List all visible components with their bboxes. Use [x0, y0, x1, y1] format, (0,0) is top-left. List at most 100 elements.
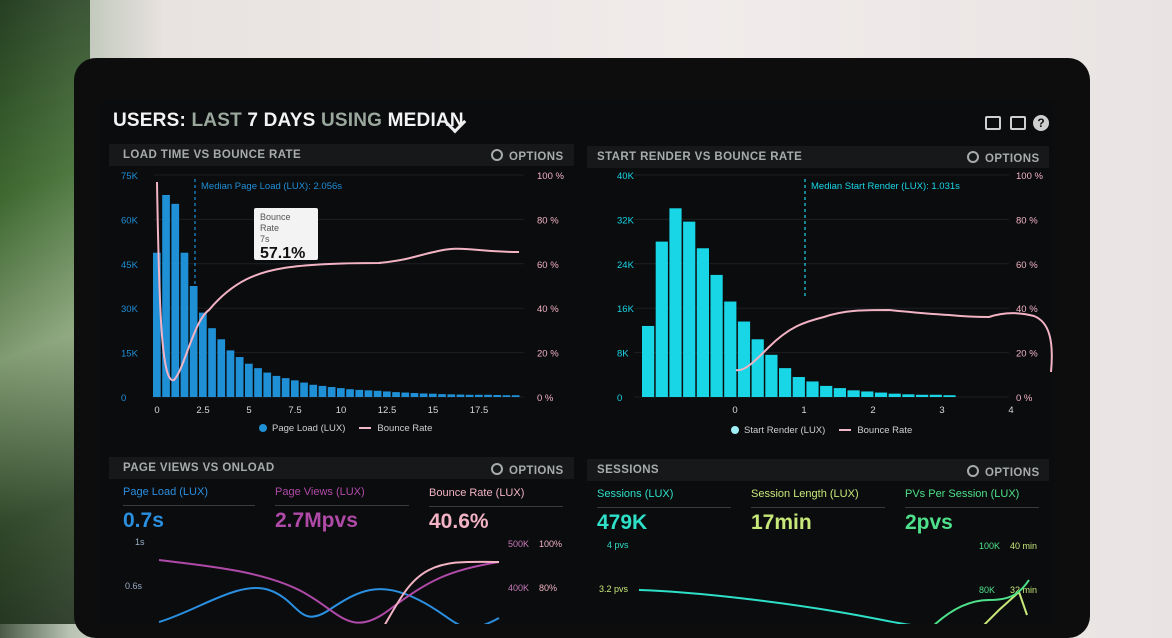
histogram-bar [318, 385, 327, 397]
histogram-bar [861, 391, 874, 397]
histogram-bar [254, 368, 262, 397]
histogram-bar [419, 393, 428, 397]
legend-bars-label: Page Load (LUX) [272, 423, 346, 434]
right-tick-label: 40 % [537, 304, 559, 315]
y-tick-label: 24K [617, 260, 635, 271]
divider [123, 505, 255, 506]
histogram-bar [392, 392, 400, 397]
chart-icon[interactable] [1010, 116, 1026, 130]
right-tick-label: 20 % [537, 349, 559, 360]
histogram-bar [737, 321, 751, 397]
metric-label: Page Load (LUX) [123, 486, 208, 498]
histogram-bar [765, 354, 778, 397]
histogram-bar [245, 363, 253, 397]
histogram-bar [300, 382, 308, 397]
right-tick-label: 80 % [537, 215, 559, 226]
metric-value: 40.6% [429, 510, 489, 533]
x-tick-label: 5 [246, 405, 251, 416]
histogram-bar [902, 394, 915, 397]
y-tick-label: 15K [121, 349, 139, 360]
chart1-legend: Page Load (LUX) Bounce Rate [259, 423, 432, 434]
y-tick-label: 8K [617, 349, 629, 360]
axis-tick: 400K [508, 583, 530, 593]
histogram-bar [511, 395, 520, 397]
legend-bars-label: Start Render (LUX) [744, 425, 826, 436]
legend-dot [259, 424, 267, 432]
session-length-line [983, 590, 1028, 624]
gear-icon [967, 465, 979, 477]
axis-tick: 0.6s [125, 581, 143, 591]
legend-line-label: Bounce Rate [857, 425, 913, 436]
options-button[interactable]: OPTIONS [491, 149, 564, 163]
histogram-bar [171, 203, 180, 397]
histogram-bar [806, 381, 819, 397]
panel-start-render-header [587, 146, 1049, 168]
histogram-bar [162, 194, 170, 397]
legend-line-swatch [359, 427, 372, 429]
gear-icon [967, 151, 979, 163]
histogram-bar [779, 368, 792, 397]
legend-line-swatch [839, 429, 852, 431]
right-tick-label: 100 % [537, 171, 564, 182]
axis-tick: 80% [539, 583, 558, 593]
histogram-bar [281, 378, 290, 397]
histogram-bar [180, 252, 189, 397]
options-button[interactable]: OPTIONS [967, 151, 1040, 165]
histogram-bar [447, 394, 456, 397]
right-tick-label: 40 % [1016, 304, 1038, 315]
histogram-bar [833, 388, 846, 397]
options-label: OPTIONS [509, 151, 564, 163]
histogram-bar [217, 339, 226, 397]
options-label: OPTIONS [985, 467, 1040, 479]
divider [905, 507, 1039, 508]
histogram-bar [355, 389, 364, 397]
metric-label: PVs Per Session (LUX) [905, 488, 1020, 500]
histogram-bar [669, 208, 682, 397]
histogram-bar [309, 384, 318, 397]
y-tick-label: 30K [121, 304, 139, 315]
histogram-bar [888, 393, 901, 397]
histogram-bar [710, 274, 723, 397]
options-button[interactable]: OPTIONS [491, 463, 564, 477]
metric-label: Bounce Rate (LUX) [429, 487, 525, 499]
histogram-bar [410, 393, 419, 397]
median-label: Median Start Render (LUX): 1.031s [811, 181, 960, 192]
histogram-bar [364, 390, 373, 397]
options-button[interactable]: OPTIONS [967, 465, 1040, 479]
axis-tick: 40 min [1010, 541, 1038, 551]
x-tick-label: 17.5 [470, 405, 489, 416]
options-label: OPTIONS [509, 465, 564, 477]
histogram-bar [456, 394, 465, 397]
x-tick-label: 0 [154, 405, 159, 416]
tooltip-value: 57.1% [260, 245, 306, 262]
histogram-bar [642, 325, 655, 397]
sessions-sparkline [638, 579, 1030, 624]
histogram-bar [696, 248, 709, 397]
histogram-bar [272, 375, 281, 397]
axis-tick: 1s [135, 537, 145, 547]
page-load-line [158, 587, 500, 624]
histogram-bar [263, 372, 272, 397]
x-tick-label: 15 [428, 405, 439, 416]
help-icon[interactable]: ? [1033, 115, 1049, 131]
histogram-bar [208, 328, 216, 397]
y-tick-label: 60K [121, 215, 139, 226]
histogram-bar [502, 395, 511, 397]
histogram-bar [189, 286, 198, 397]
title-users: USERS: [113, 110, 186, 131]
desktop-icon[interactable] [985, 116, 1001, 130]
sessions-line [638, 589, 912, 624]
y-tick-label: 0 [617, 393, 622, 404]
y-tick-label: 0 [121, 393, 126, 404]
tooltip-sub: 7s [260, 234, 270, 244]
title-days: 7 DAYS [247, 110, 316, 131]
panel-page-views-header [109, 457, 574, 479]
x-tick-label: 0 [732, 405, 737, 416]
axis-tick: 100% [539, 539, 563, 549]
histogram-bar [153, 252, 161, 397]
x-tick-label: 4 [1008, 405, 1013, 416]
gear-icon [491, 463, 503, 475]
x-tick-label: 12.5 [378, 405, 397, 416]
metric-label: Sessions (LUX) [597, 488, 674, 500]
pvs-per-session-line [933, 579, 1030, 624]
